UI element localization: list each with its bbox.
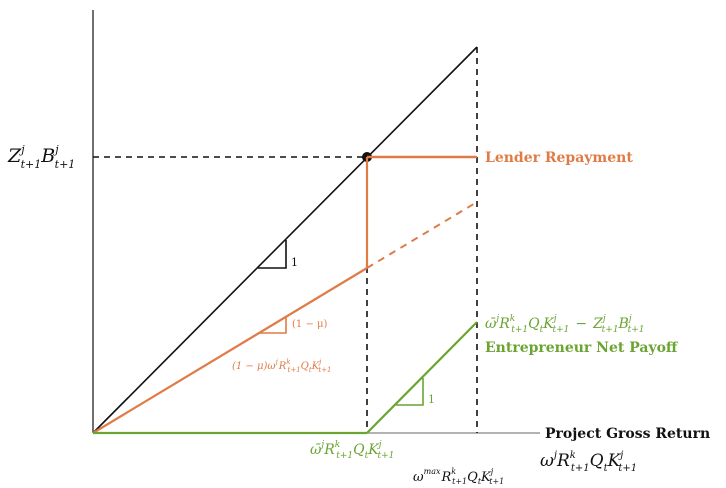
x-tick-threshold-label: ω̄jRk t+1QtKj t+1 xyxy=(310,440,394,461)
slope-triangle-orange xyxy=(258,316,287,334)
lender-recovery-expression: (1 − μ)ωjRk t+1QtKj t+1 xyxy=(232,358,331,374)
entrepreneur-payoff-expression: ω̄jRk t+1QtKj t+1− Zj t+1Bj t+1 xyxy=(485,314,645,335)
slope-triangle-black xyxy=(258,240,287,269)
lender-recovery-line xyxy=(92,267,368,434)
slope-label-green: 1 xyxy=(428,393,435,406)
forty-five-degree-line xyxy=(92,46,478,434)
slope-triangle-green xyxy=(396,378,424,406)
lender-repayment-label: Lender Repayment xyxy=(485,150,633,166)
x-axis-label: Project Gross Return xyxy=(545,426,710,442)
x-tick-max-label: ωmaxRk t+1QtKj t+1 xyxy=(413,467,504,486)
slope-label-orange: (1 − μ) xyxy=(292,319,327,330)
entrepreneur-payoff-label: Entrepreneur Net Payoff xyxy=(485,340,679,356)
entrepreneur-payoff-line xyxy=(366,321,478,434)
lender-recovery-extension-dashed xyxy=(366,201,478,269)
y-tick-debt-label: Zj t+1Bj t+1 xyxy=(7,143,75,171)
x-axis-variable-label: ωjRk t+1QtKj t+1 xyxy=(540,450,637,474)
slope-label-black: 1 xyxy=(291,256,298,269)
